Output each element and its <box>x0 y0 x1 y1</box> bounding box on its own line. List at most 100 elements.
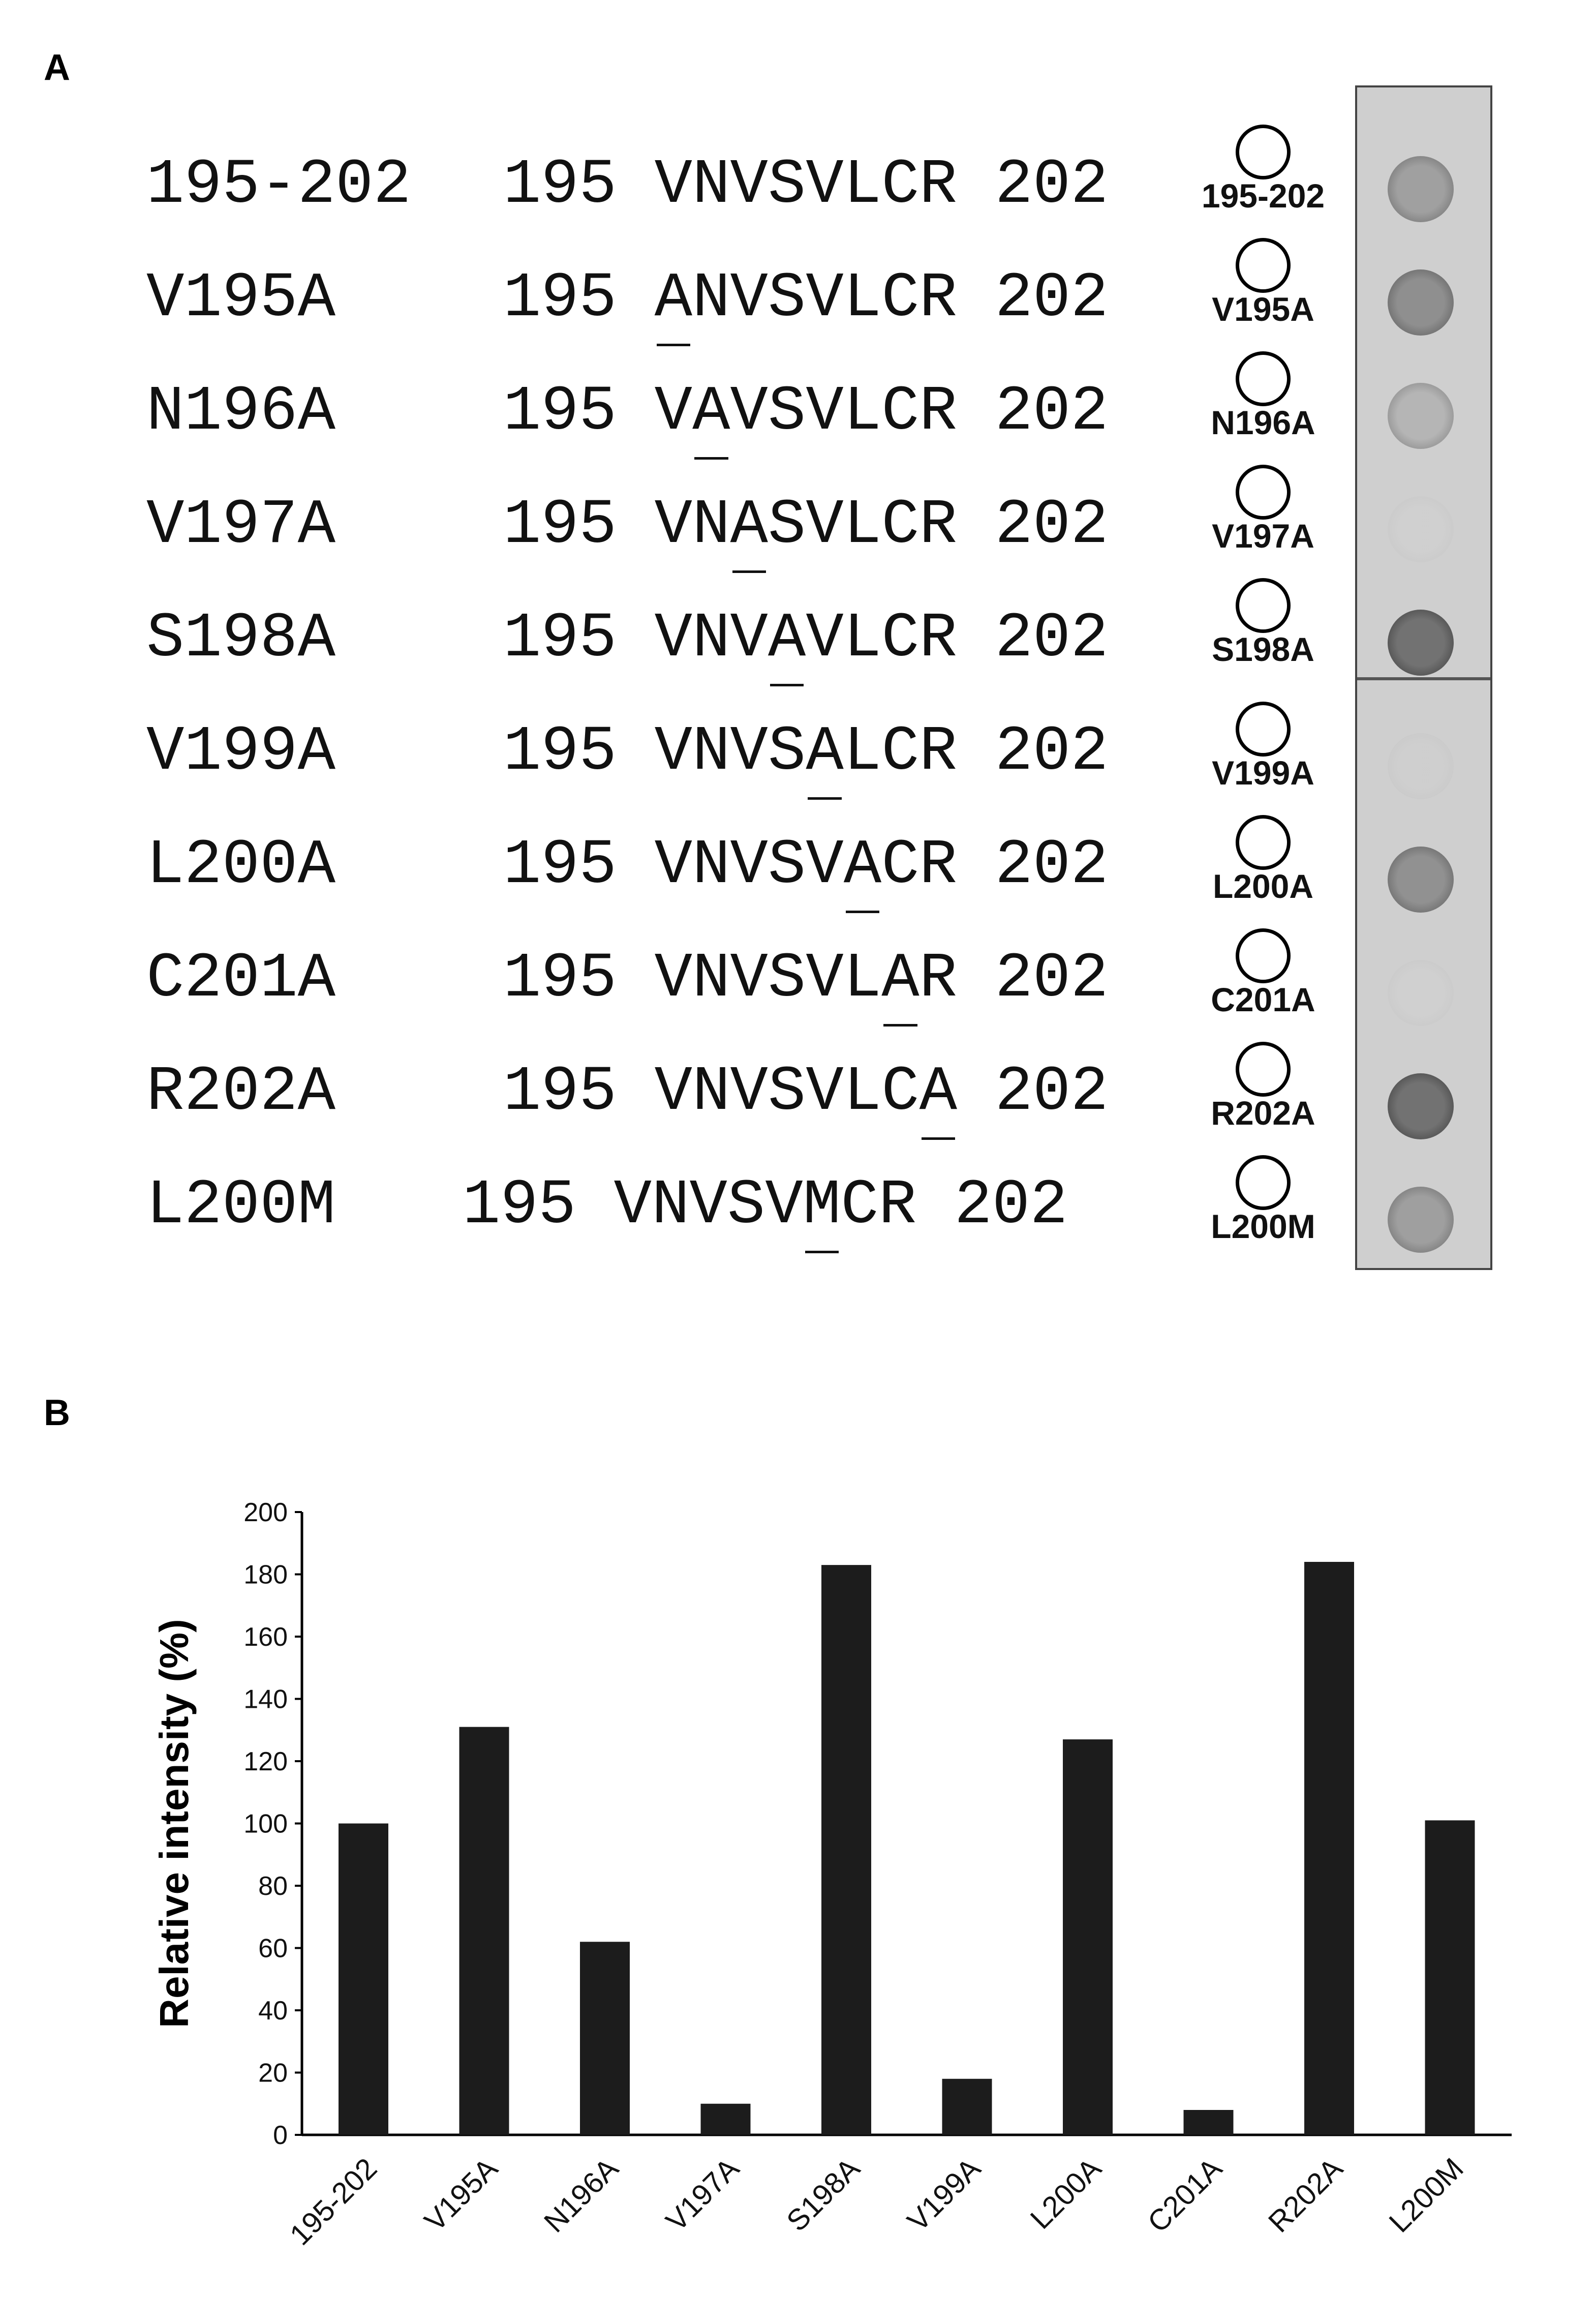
residue: C <box>881 377 919 448</box>
y-tick-label: 80 <box>258 1872 288 1901</box>
residue: S <box>768 944 806 1015</box>
residue: N <box>692 603 730 675</box>
residue: V <box>806 150 844 221</box>
peptide-row: V199A 195 VNVSALCR 202 <box>0 719 1594 821</box>
bar <box>1063 1739 1113 2135</box>
residue: V <box>730 603 768 675</box>
peptide-name: L200M <box>146 1170 336 1242</box>
residue: R <box>878 1170 917 1242</box>
residue: V <box>730 1057 768 1128</box>
residue: N <box>692 490 730 561</box>
sequence-start: 195 <box>503 830 655 901</box>
residue: C <box>881 1057 919 1128</box>
residue: C <box>881 717 919 788</box>
y-tick-label: 160 <box>243 1622 288 1652</box>
residue: V <box>806 1057 844 1128</box>
x-tick-label: C201A <box>1141 2152 1229 2239</box>
x-tick-label: R202A <box>1262 2152 1350 2239</box>
peptide-sequence: 195 ANVSVLCR 202 <box>503 263 1109 346</box>
peptide-name: V197A <box>146 490 336 561</box>
peptide-name: R202A <box>146 1057 336 1128</box>
spot-label: V199A <box>1212 754 1314 792</box>
residue: C <box>881 150 919 221</box>
spot-label: V195A <box>1212 290 1314 328</box>
residue: V <box>806 830 844 901</box>
y-axis-label: Relative intensity (%) <box>151 1619 197 2028</box>
blot-spot <box>1388 496 1454 562</box>
residue: N <box>692 717 730 788</box>
x-tick-label: V197A <box>660 2152 746 2238</box>
blot-spot <box>1388 269 1454 336</box>
peptide-row: V195A 195 ANVSVLCR 202 <box>0 266 1594 368</box>
y-tick-label: 120 <box>243 1747 288 1776</box>
peptide-name: S198A <box>146 603 336 675</box>
residue: C <box>841 1170 879 1242</box>
bar <box>1304 1562 1354 2135</box>
sequence-start: 195 <box>503 377 655 448</box>
residue: C <box>881 830 919 901</box>
spot-outline-icon <box>1236 351 1291 406</box>
blot-spot <box>1388 1073 1454 1139</box>
dot-blot-membrane <box>1355 85 1492 1270</box>
spot-outline-icon <box>1236 578 1291 633</box>
peptide-row: R202A 195 VNVSVLCA 202 <box>0 1060 1594 1161</box>
bar <box>459 1727 509 2135</box>
peptide-sequence: 195 VNVSVLAR 202 <box>503 944 1109 1027</box>
residue: N <box>692 1057 730 1128</box>
residue: R <box>919 717 958 788</box>
residue: S <box>768 830 806 901</box>
residue: S <box>768 490 806 561</box>
residue: N <box>692 150 730 221</box>
mutated-residue: A <box>768 603 806 686</box>
sequence-end: 202 <box>957 1057 1109 1128</box>
residue: V <box>730 263 768 335</box>
residue: S <box>768 263 806 335</box>
spot-label: L200M <box>1211 1208 1315 1245</box>
residue: V <box>730 150 768 221</box>
peptide-row: N196A 195 VAVSVLCR 202 <box>0 379 1594 481</box>
sequence-end: 202 <box>957 717 1109 788</box>
y-tick-label: 40 <box>258 1996 288 2026</box>
spot-label: 195-202 <box>1201 177 1325 215</box>
spot-label: S198A <box>1212 630 1314 668</box>
sequence-start: 195 <box>503 1057 655 1128</box>
peptide-sequence: 195 VNVSVMCR 202 <box>463 1170 1068 1253</box>
residue: R <box>919 944 958 1015</box>
residue: V <box>806 377 844 448</box>
bar <box>580 1942 630 2135</box>
spot-label: R202A <box>1211 1094 1315 1132</box>
residue: V <box>730 377 768 448</box>
residue: R <box>919 830 958 901</box>
x-tick-label: N196A <box>538 2152 625 2239</box>
residue: N <box>692 944 730 1015</box>
panel-a-label: A <box>44 47 70 88</box>
residue: R <box>919 263 958 335</box>
spot-outline-icon <box>1236 238 1291 293</box>
peptide-name: V199A <box>146 717 336 788</box>
peptide-sequence: 195 VNVSVLCA 202 <box>503 1057 1109 1140</box>
residue: V <box>654 830 693 901</box>
blot-spot <box>1388 733 1454 799</box>
peptide-name: V195A <box>146 263 336 335</box>
mutated-residue: A <box>730 490 768 573</box>
peptide-row: L200A 195 VNVSVACR 202 <box>0 833 1594 934</box>
peptide-name: N196A <box>146 377 336 448</box>
y-tick-label: 60 <box>258 1934 288 1964</box>
spot-outline-icon <box>1236 1042 1291 1097</box>
residue: S <box>768 377 806 448</box>
residue: L <box>843 717 882 788</box>
sequence-start: 195 <box>503 603 655 675</box>
residue: V <box>730 717 768 788</box>
sequence-end: 202 <box>957 944 1109 1015</box>
peptide-sequence: 195 VNVSVACR 202 <box>503 830 1109 913</box>
sequence-end: 202 <box>916 1170 1068 1242</box>
residue: R <box>919 603 958 675</box>
residue: V <box>689 1170 727 1242</box>
y-tick-label: 180 <box>243 1560 288 1590</box>
residue: L <box>843 150 882 221</box>
residue: L <box>843 603 882 675</box>
mutated-residue: A <box>806 717 844 800</box>
residue: N <box>652 1170 690 1242</box>
x-tick-label: V199A <box>901 2152 987 2238</box>
residue: L <box>843 1057 882 1128</box>
